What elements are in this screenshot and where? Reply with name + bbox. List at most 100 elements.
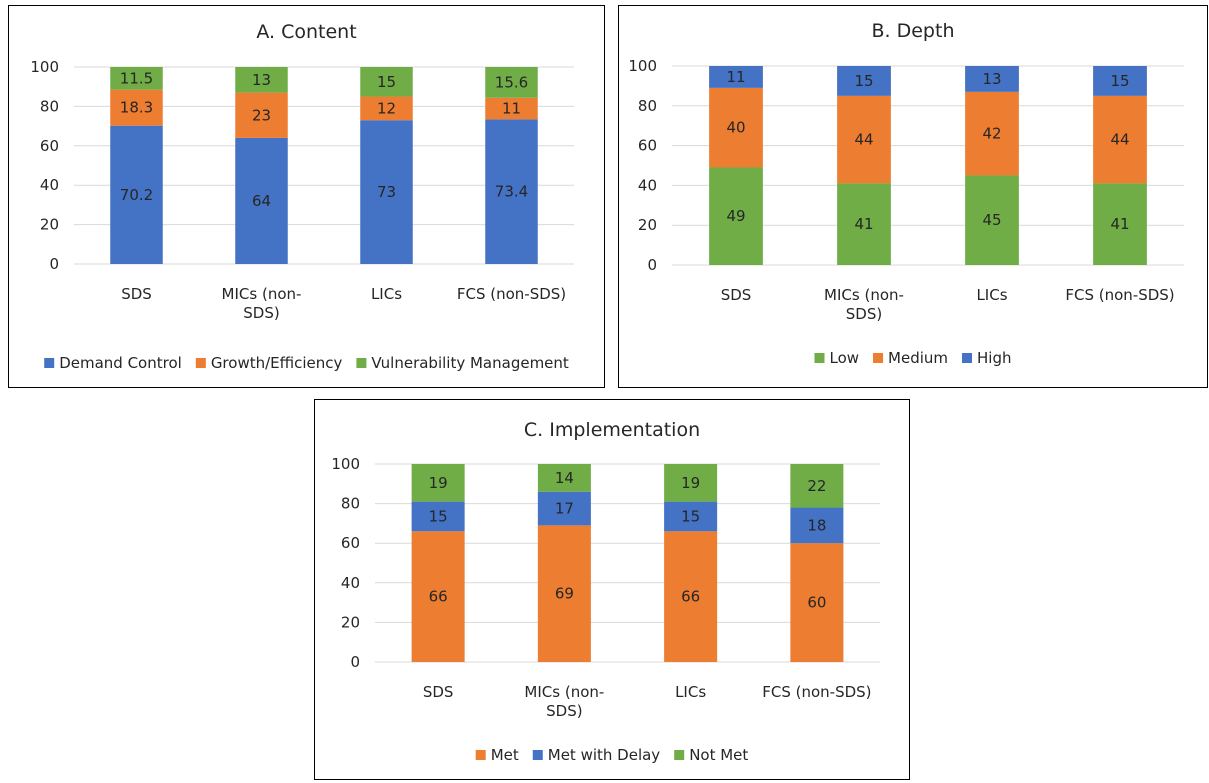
chart-title: A. Content: [256, 21, 356, 43]
data-label: 15: [377, 73, 396, 91]
data-label: 41: [854, 215, 873, 233]
bar-segment: [790, 507, 844, 544]
data-label: 11: [502, 100, 521, 118]
bar-segment: [837, 66, 891, 96]
data-label: 19: [429, 474, 448, 492]
bar-segment: [1093, 95, 1147, 184]
data-label: 66: [681, 588, 700, 606]
y-tick-label: 60: [341, 534, 360, 552]
bar-segment: [664, 531, 718, 662]
legend-label: Met: [491, 746, 519, 764]
legend-swatch: [962, 353, 973, 363]
data-label: 49: [726, 207, 745, 225]
data-label: 13: [982, 70, 1001, 88]
chart-panel-content: A. Content 0 20 40 60 80 100 70.2 18.3 11.5 SDS 64 2…: [8, 5, 605, 388]
data-label: 73: [377, 183, 396, 201]
bar-segment: [110, 125, 163, 265]
bar-segment: [360, 96, 413, 121]
legend-swatch: [475, 750, 486, 760]
legend-swatch: [814, 353, 825, 363]
category-label: LICs: [675, 683, 706, 701]
bar-segment: [664, 464, 718, 502]
bar-segment: [360, 67, 413, 97]
y-tick-label: 0: [647, 256, 657, 274]
data-label: 17: [555, 500, 574, 518]
data-label: 70.2: [120, 186, 153, 204]
y-tick-label: 40: [40, 176, 59, 194]
data-label: 19: [681, 474, 700, 492]
category-label: MICs (non-SDS): [222, 285, 302, 322]
legend-swatch: [873, 353, 884, 363]
content-chart: A. Content 0 20 40 60 80 100 70.2 18.3 11.5 SDS 64 2…: [30, 21, 574, 372]
data-label: 40: [726, 119, 745, 137]
y-tick-label: 100: [628, 57, 657, 75]
y-tick-label: 20: [341, 613, 360, 631]
legend-swatch: [532, 750, 543, 760]
legend-swatch: [195, 358, 206, 368]
y-tick-label: 40: [638, 176, 657, 194]
bar-segment: [110, 89, 163, 126]
bar-segment: [664, 501, 718, 532]
legend: Low Medium High: [814, 349, 1012, 367]
data-label: 64: [252, 192, 271, 210]
legend-label: Not Met: [689, 746, 748, 764]
bar-segment: [360, 120, 413, 264]
depth-chart: B. Depth 0 20 40 60 80 100 49 40 11 SDS 41 44 15 MICs …: [628, 20, 1184, 367]
bar-segment: [837, 95, 891, 184]
y-tick-label: 60: [40, 137, 59, 155]
y-tick-label: 20: [40, 216, 59, 234]
y-tick-label: 80: [341, 495, 360, 513]
bar-segment: [790, 543, 844, 662]
category-label: FCS (non-SDS): [1065, 286, 1174, 304]
bar-segment: [235, 92, 288, 138]
y-tick-label: 20: [638, 216, 657, 234]
legend-label: Growth/Efficiency: [211, 354, 343, 372]
data-label: 66: [429, 588, 448, 606]
data-label: 22: [807, 477, 826, 495]
legend-label: Medium: [888, 349, 948, 367]
legend-label: Demand Control: [59, 354, 182, 372]
chart-panel-implementation: C. Implementation 0 20 40 60 80 100 66 15 19 SDS 69…: [314, 399, 910, 780]
data-label: 15: [681, 507, 700, 525]
bar-segment: [411, 531, 465, 662]
data-label: 44: [1110, 131, 1129, 149]
legend: Met Met with Delay Not Met: [475, 746, 748, 764]
data-label: 15: [854, 72, 873, 90]
data-label: 15: [1110, 72, 1129, 90]
category-label: LICs: [976, 286, 1007, 304]
bar-segment: [1093, 66, 1147, 96]
bar-segment: [837, 183, 891, 265]
category-label: FCS (non-SDS): [762, 683, 871, 701]
bar-segment: [485, 67, 538, 98]
bar-segment: [411, 501, 465, 532]
bar-segment: [1093, 183, 1147, 265]
data-label: 15: [429, 507, 448, 525]
data-label: 60: [807, 594, 826, 612]
bar-segment: [485, 97, 538, 120]
data-label: 18.3: [120, 99, 153, 117]
category-label: FCS (non-SDS): [457, 285, 566, 303]
data-label: 12: [377, 99, 396, 117]
bar-segment: [235, 67, 288, 93]
category-label: MICs (non-SDS): [524, 683, 604, 720]
bar-segment: [965, 91, 1019, 176]
category-label: MICs (non-SDS): [824, 286, 904, 323]
bar-segment: [965, 175, 1019, 265]
bar-segment: [709, 87, 763, 168]
bar-segment: [709, 66, 763, 88]
data-label: 13: [252, 71, 271, 89]
bar-segment: [537, 464, 591, 492]
chart-panel-depth: B. Depth 0 20 40 60 80 100 49 40 11 SDS 41 44 15 MICs …: [618, 5, 1208, 388]
y-tick-label: 60: [638, 137, 657, 155]
category-label: LICs: [371, 285, 402, 303]
bar-segment: [411, 464, 465, 502]
data-label: 23: [252, 106, 271, 124]
bar-segment: [790, 464, 844, 508]
legend-label: High: [977, 349, 1011, 367]
bar-segment: [537, 491, 591, 526]
y-tick-label: 0: [49, 255, 59, 273]
legend-swatch: [356, 358, 367, 368]
data-label: 69: [555, 585, 574, 603]
bar-segment: [537, 525, 591, 662]
chart-title: C. Implementation: [524, 419, 700, 441]
